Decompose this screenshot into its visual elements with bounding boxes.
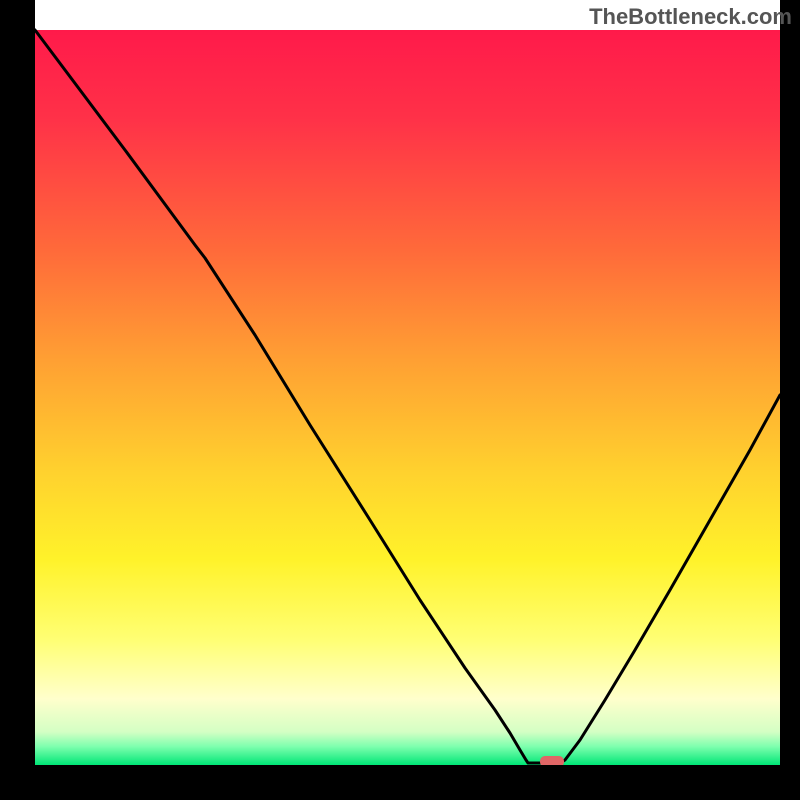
frame-border-bottom (0, 765, 800, 800)
frame-border-left (0, 0, 35, 800)
bottleneck-chart (0, 0, 800, 800)
watermark-text: TheBottleneck.com (589, 4, 792, 30)
frame-border-right (780, 0, 800, 800)
chart-background (35, 30, 780, 765)
